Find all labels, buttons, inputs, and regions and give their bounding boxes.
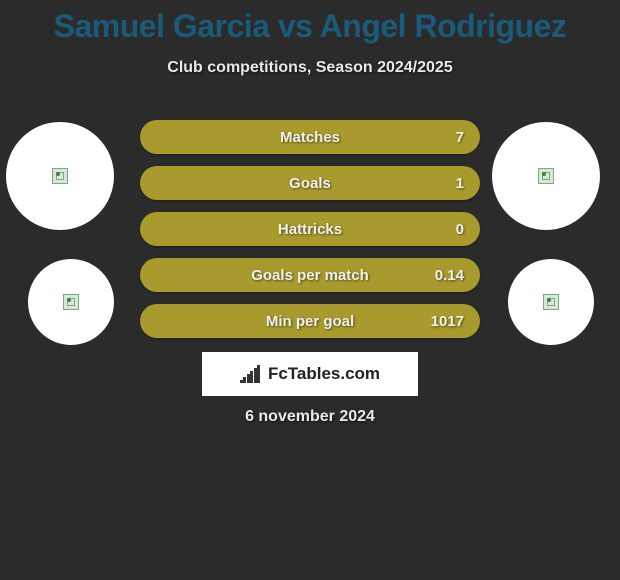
stat-value: 7 xyxy=(456,129,464,146)
logo-text: FcTables.com xyxy=(268,364,380,384)
stats-panel: Matches 7 Goals 1 Hattricks 0 Goals per match 0… xyxy=(140,120,480,350)
avatar-player2-secondary xyxy=(508,259,594,345)
fctables-logo: FcTables.com xyxy=(202,352,418,396)
date-label: 6 november 2024 xyxy=(0,408,620,426)
stat-label: Min per goal xyxy=(266,313,354,330)
stat-row: Hattricks 0 xyxy=(140,212,480,246)
stat-label: Matches xyxy=(280,129,340,146)
stat-label: Hattricks xyxy=(278,221,342,238)
image-placeholder-icon xyxy=(538,168,554,184)
stat-row: Min per goal 1017 xyxy=(140,304,480,338)
stat-row: Goals 1 xyxy=(140,166,480,200)
stat-value: 1 xyxy=(456,175,464,192)
image-placeholder-icon xyxy=(63,294,79,310)
page-title: Samuel Garcia vs Angel Rodriguez xyxy=(0,0,620,45)
stat-label: Goals per match xyxy=(251,267,369,284)
stat-value: 0.14 xyxy=(435,267,464,284)
avatar-player1-secondary xyxy=(28,259,114,345)
image-placeholder-icon xyxy=(52,168,68,184)
avatar-player1-primary xyxy=(6,122,114,230)
stat-label: Goals xyxy=(289,175,331,192)
stat-value: 1017 xyxy=(431,313,464,330)
stat-row: Goals per match 0.14 xyxy=(140,258,480,292)
stat-value: 0 xyxy=(456,221,464,238)
stat-row: Matches 7 xyxy=(140,120,480,154)
avatar-player2-primary xyxy=(492,122,600,230)
bar-chart-icon xyxy=(240,365,262,383)
subtitle: Club competitions, Season 2024/2025 xyxy=(0,59,620,77)
image-placeholder-icon xyxy=(543,294,559,310)
